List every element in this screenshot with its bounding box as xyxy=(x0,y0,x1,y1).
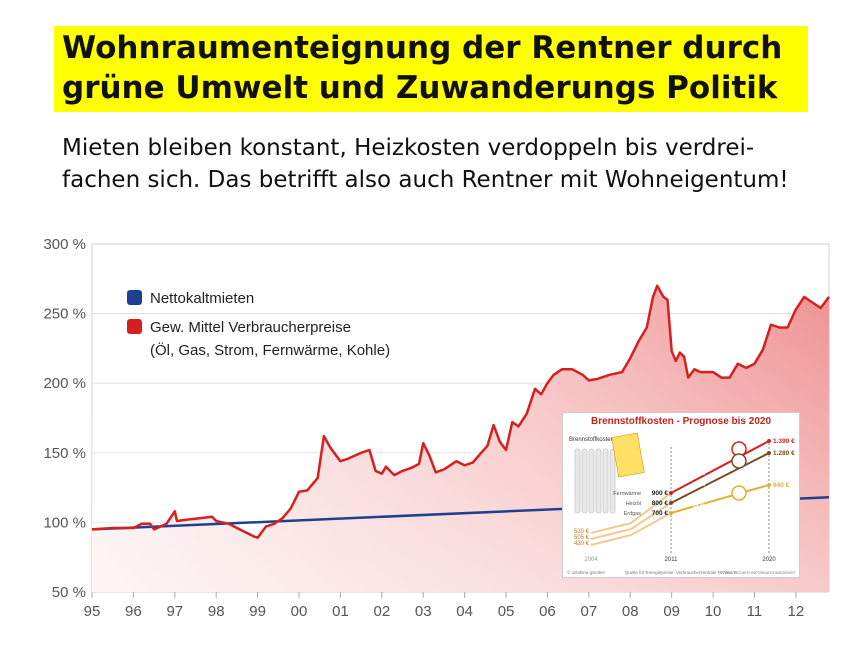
y-tick-label: 200 % xyxy=(43,375,86,392)
y-tick-label: 50 % xyxy=(52,584,86,601)
inset-value-2004: 520 € xyxy=(574,529,590,535)
inset-fuel-label: Erdgas xyxy=(624,511,642,517)
inset-fuel-label: Fernwärme xyxy=(613,491,641,497)
x-tick-label: 00 xyxy=(291,603,308,620)
inset-value-2020: 1.390 € xyxy=(773,438,795,445)
inset-radiator-fin xyxy=(609,448,616,514)
inset-point-2020 xyxy=(767,451,771,455)
inset-value-2020: 940 € xyxy=(773,482,790,489)
inset-forecast-line xyxy=(670,452,770,504)
inset-fuel-icon xyxy=(731,453,747,469)
legend-label-energy-line2: (Öl, Gas, Strom, Fernwärme, Kohle) xyxy=(150,341,390,359)
inset-fuel-icon xyxy=(731,485,747,501)
inset-radiator-fin xyxy=(574,448,581,514)
inset-forecast-chart: Brennstoffkosten - Prognose bis 2020 Bre… xyxy=(562,412,800,578)
inset-footer-left: © ozlahina gSmbH xyxy=(567,569,605,575)
inset-x-label: 2011 xyxy=(665,557,679,563)
y-tick-label: 300 % xyxy=(43,236,86,253)
inset-x-label: 2004 xyxy=(584,557,598,563)
x-tick-label: 04 xyxy=(456,603,473,620)
y-tick-label: 100 % xyxy=(43,514,86,531)
subtitle-block: Mieten bleiben konstant, Heizkosten verd… xyxy=(62,132,852,196)
y-tick-label: 250 % xyxy=(43,306,86,323)
headline-banner: Wohnraumenteignung der Rentner durch grü… xyxy=(54,26,808,112)
inset-point-2011 xyxy=(669,491,673,495)
inset-point-2020 xyxy=(767,483,771,487)
inset-title: Brennstoffkosten - Prognose bis 2020 xyxy=(590,416,772,427)
inset-radiator-fin xyxy=(581,448,588,514)
inset-change-label: 35 % xyxy=(693,503,706,509)
inset-radiator-fin xyxy=(602,448,609,514)
legend-swatch-rent xyxy=(127,290,142,305)
energy-series-line xyxy=(91,284,831,539)
inset-history-line xyxy=(590,492,672,534)
x-tick-label: 99 xyxy=(249,603,266,620)
x-axis-ticks: 95 96 97 98 99 00 01 02 03 04 05 06 07 08 09 10 11 12 xyxy=(84,603,805,620)
x-tick-label: 01 xyxy=(332,603,349,620)
x-tick-label: 08 xyxy=(622,603,639,620)
y-tick-label: 150 % xyxy=(43,445,86,462)
x-tick-label: 06 xyxy=(539,603,556,620)
inset-point-2011 xyxy=(669,511,673,515)
subtitle-line-1: Mieten bleiben konstant, Heizkosten verd… xyxy=(62,135,755,161)
inset-x-label: 2020 xyxy=(762,557,776,563)
inset-value-2011: 900 € xyxy=(652,490,669,497)
legend-label-energy: Gew. Mittel Verbraucherpreise xyxy=(150,319,351,336)
x-tick-label: 12 xyxy=(788,603,805,620)
x-tick-label: 02 xyxy=(373,603,390,620)
inset-value-2011: 700 € xyxy=(652,510,669,517)
legend: Nettokaltmieten Gew. Mittel Verbraucherpr… xyxy=(127,290,390,359)
inset-change-label: 59 % xyxy=(693,482,706,488)
x-tick-label: 11 xyxy=(747,603,763,620)
inset-footer-mid: Quelle für Energiepreise: Verbraucherzen… xyxy=(625,570,737,575)
inset-change-label: 54 % xyxy=(693,471,706,477)
x-tick-label: 97 xyxy=(166,603,183,620)
inset-forecast-line xyxy=(670,440,770,494)
inset-history-line xyxy=(590,512,672,546)
x-tick-label: 09 xyxy=(663,603,680,620)
inset-radiator-fin xyxy=(595,448,602,514)
x-tick-label: 07 xyxy=(581,603,598,620)
inset-point-2011 xyxy=(669,501,673,505)
headline-line-1: Wohnraumenteignung der Rentner durch xyxy=(62,30,783,66)
headline-line-2: grüne Umwelt und Zuwanderungs Politik xyxy=(62,70,778,106)
inset-value-2011: 800 € xyxy=(652,500,669,507)
inset-fuel-label: Heizöl xyxy=(626,501,641,507)
x-tick-label: 05 xyxy=(498,603,515,620)
inset-note-box xyxy=(611,432,645,478)
inset-point-2020 xyxy=(767,439,771,443)
inset-forecast-line xyxy=(670,484,770,514)
inset-value-2004: 505 € xyxy=(574,535,590,541)
inset-history-line xyxy=(590,502,672,540)
x-tick-label: 03 xyxy=(415,603,432,620)
y-axis-ticks: 300 % 250 % 200 % 150 % 100 % 50 % xyxy=(43,236,86,601)
inset-subtitle: Brennstoffkosten pro Jahr xyxy=(569,437,638,443)
legend-swatch-energy xyxy=(127,319,142,334)
legend-label-rent: Nettokaltmieten xyxy=(150,290,254,307)
inset-value-2004: 430 € xyxy=(574,541,590,547)
x-tick-label: 10 xyxy=(705,603,722,620)
inset-value-2020: 1.280 € xyxy=(773,450,795,457)
inset-footer-right: DEUTSCHER INFORMATIONSDIENST xyxy=(725,570,797,575)
subtitle-line-2: fachen sich. Das betrifft also auch Rent… xyxy=(62,167,789,193)
x-tick-label: 95 xyxy=(84,603,101,620)
x-tick-label: 98 xyxy=(208,603,225,620)
x-tick-label: 96 xyxy=(125,603,142,620)
inset-radiator-fin xyxy=(588,448,595,514)
